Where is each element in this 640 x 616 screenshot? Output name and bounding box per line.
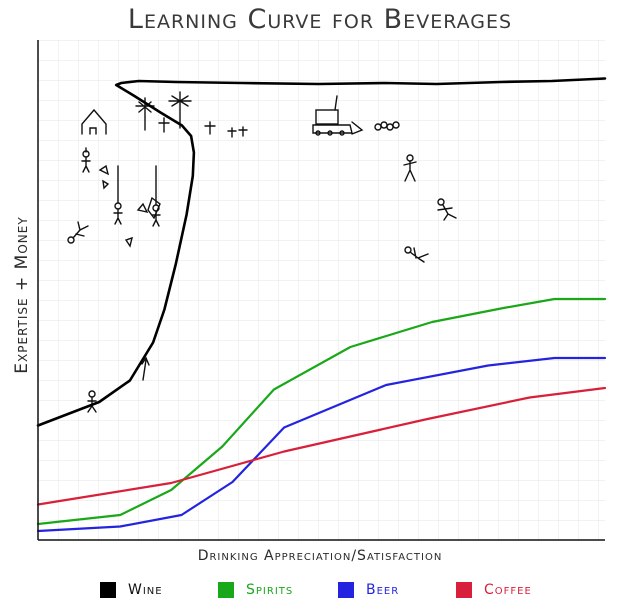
bulldozer-doodle xyxy=(312,95,400,136)
series-line-wine xyxy=(36,77,607,427)
legend-label-beer: Beer xyxy=(366,582,400,598)
chart-title: Learning Curve for Beverages xyxy=(127,4,513,35)
legend-item-coffee: Coffee xyxy=(456,582,532,598)
hut-doodle xyxy=(81,108,107,135)
grave-cross-doodle xyxy=(135,91,248,138)
legend-swatch-spirits xyxy=(218,582,234,598)
plot-grid xyxy=(38,40,605,540)
series-line-coffee xyxy=(36,386,607,506)
legend-label-coffee: Coffee xyxy=(484,582,532,598)
legend: Wine Spirits Beer Coffee xyxy=(100,582,620,604)
rock-doodle xyxy=(98,164,161,248)
x-axis-label: Drinking Appreciation/Satisfaction xyxy=(197,548,443,564)
series-line-spirits xyxy=(36,297,607,526)
legend-item-beer: Beer xyxy=(338,582,399,598)
legend-label-spirits: Spirits xyxy=(246,582,294,598)
legend-swatch-beer xyxy=(338,582,354,598)
legend-swatch-coffee xyxy=(456,582,472,598)
legend-swatch-wine xyxy=(100,582,116,598)
series-line-beer xyxy=(36,356,607,533)
legend-label-wine: Wine xyxy=(128,582,163,598)
legend-item-wine: Wine xyxy=(100,582,163,598)
cliff-doodles xyxy=(67,91,457,413)
series-layer xyxy=(36,77,607,533)
legend-item-spirits: Spirits xyxy=(218,582,293,598)
rope-doodle xyxy=(85,147,157,206)
